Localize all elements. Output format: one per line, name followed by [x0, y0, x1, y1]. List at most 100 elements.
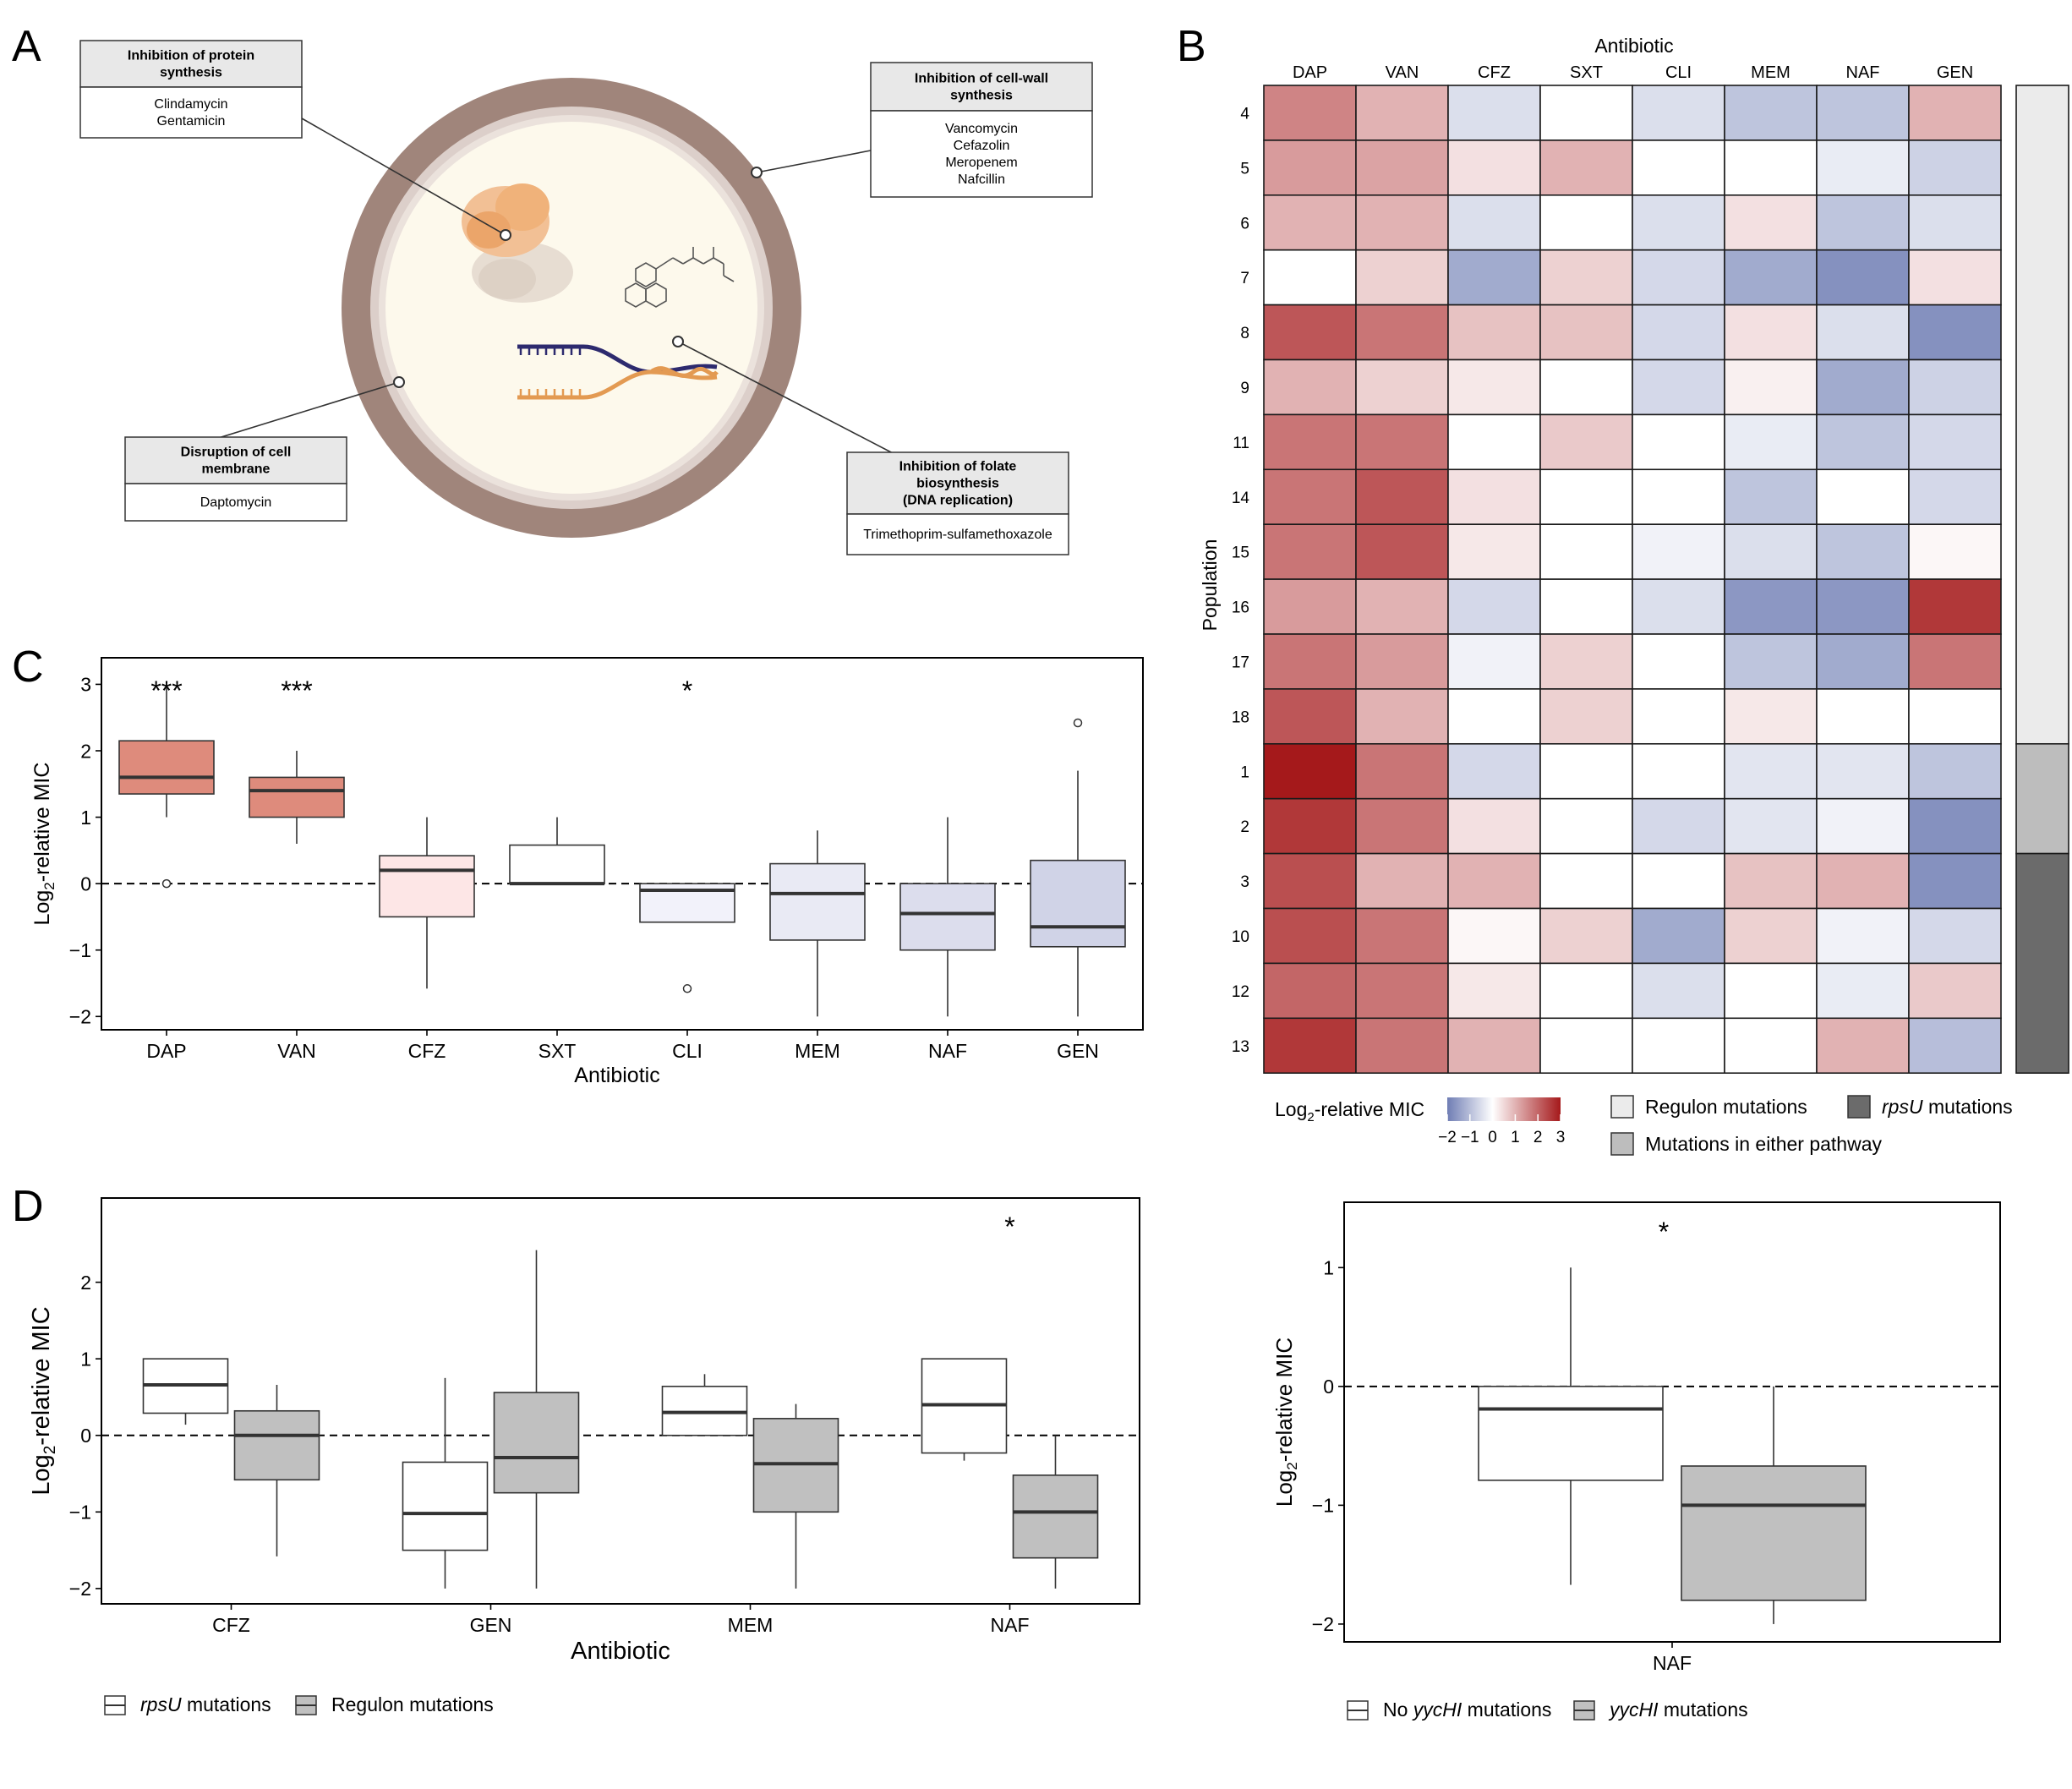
heatmap-cell	[1724, 852, 1818, 910]
heatmap-cell	[1355, 358, 1449, 416]
heatmap-cell	[1263, 742, 1357, 800]
legend-label-part: Regulon mutations	[1645, 1096, 1807, 1118]
heatmap-cell	[1355, 194, 1449, 251]
heatmap-cell	[1816, 578, 1910, 635]
y-axis-label-d-left: Log2-relative MIC	[28, 1306, 59, 1495]
heatmap-cell	[1355, 962, 1449, 1020]
y-tick-label: −2	[69, 1578, 91, 1600]
heatmap-column-label: NAF	[1846, 63, 1880, 82]
heatmap-cell	[1263, 194, 1357, 251]
box-iqr	[402, 1461, 489, 1551]
box	[118, 684, 215, 889]
x-tick-label: NAF	[928, 1040, 967, 1062]
heatmap-cell	[1539, 413, 1633, 471]
y-axis-label-c: Log2-relative MIC	[30, 763, 57, 926]
heatmap-cell	[1724, 1017, 1818, 1075]
panel-label-b: B	[1177, 22, 1206, 71]
heatmap-cell	[1539, 85, 1633, 141]
legend-label-part: yycHI	[1412, 1699, 1462, 1721]
heatmap-cell	[1263, 852, 1357, 910]
callout-title-line: Inhibition of cell-wall	[915, 72, 1048, 86]
heatmap-cell	[1539, 578, 1633, 635]
heatmap-cell	[1816, 358, 1910, 416]
x-tick-label: VAN	[277, 1040, 316, 1062]
heatmap-cell	[1908, 85, 2002, 141]
heatmap-cell	[1724, 797, 1818, 855]
significance-marker: *	[682, 676, 692, 706]
heatmap-cell	[1724, 468, 1818, 525]
heatmap-cell	[1263, 85, 1357, 141]
heatmap-row-label: 5	[1240, 160, 1249, 178]
callout-title-line: (DNA replication)	[903, 494, 1013, 508]
callout-title-line: Inhibition of protein	[128, 49, 254, 63]
heatmap-cell	[1447, 688, 1541, 745]
heatmap-cell	[1539, 358, 1633, 416]
boxes-d-left: *	[142, 1212, 1099, 1589]
heatmap-color-legend: Log2-relative MIC −2 −1 0 1 2 3	[1275, 1097, 1565, 1146]
heatmap-row-label: 9	[1240, 380, 1249, 397]
heatmap-cell	[1447, 140, 1541, 196]
row-group-bar-reg	[2015, 85, 2069, 745]
heatmap-cell	[1908, 523, 2002, 580]
colorbar-tick-label: 2	[1533, 1129, 1543, 1146]
heatmap-cell	[1908, 413, 2002, 471]
heatmap-row-label: 14	[1232, 490, 1250, 507]
heatmap-cell	[1263, 962, 1357, 1020]
callout-title-line: synthesis	[160, 66, 222, 80]
panel-b-heatmap: B Antibiotic Population DAP VAN CFZ SXT CLI M…	[1177, 22, 2069, 1156]
heatmap-cell	[1539, 633, 1633, 690]
colorbar-tick-label: −2	[1438, 1129, 1457, 1146]
heatmap-cell	[1632, 852, 1725, 910]
box-iqr	[1012, 1474, 1099, 1559]
outlier-point	[682, 984, 692, 993]
plot-frame-d-left	[101, 1197, 1140, 1605]
heatmap-cell	[1816, 742, 1910, 800]
y-tick-label: 0	[1323, 1376, 1334, 1398]
box-iqr	[899, 883, 996, 951]
box	[1012, 1435, 1099, 1589]
y-tick-label: −2	[1312, 1613, 1334, 1635]
heatmap-cell	[1724, 85, 1818, 141]
heatmap-cell	[1816, 633, 1910, 690]
box	[769, 830, 866, 1017]
heatmap-row-label: 4	[1240, 105, 1249, 123]
callout-title-line: biosynthesis	[916, 477, 999, 491]
heatmap-cell	[1447, 194, 1541, 251]
callout-drug: Trimethoprim-sulfamethoxazole	[863, 528, 1052, 542]
heatmap-cell	[1632, 907, 1725, 965]
heatmap-cell	[1816, 907, 1910, 965]
heatmap-cell	[1355, 523, 1449, 580]
heatmap-cell	[1355, 140, 1449, 196]
y-tick-label: −1	[69, 1502, 91, 1524]
box	[639, 883, 735, 993]
heatmap-cell	[1816, 413, 1910, 471]
heatmap-cell	[1632, 468, 1725, 525]
callout-drug: Cefazolin	[954, 139, 1010, 153]
heatmap-cell	[1355, 468, 1449, 525]
heatmap-cell	[1263, 140, 1357, 196]
callout-title-line: synthesis	[950, 89, 1013, 103]
box-iqr	[769, 862, 866, 941]
heatmap-cell	[1908, 907, 2002, 965]
callout-header	[870, 62, 1093, 112]
box	[899, 817, 996, 1017]
x-tick-label: NAF	[1653, 1652, 1692, 1674]
x-tick-label: DAP	[146, 1040, 186, 1062]
callout-drug: Daptomycin	[200, 495, 271, 510]
legend-label-part: Mutations in either pathway	[1645, 1133, 1882, 1155]
heatmap-column-label: GEN	[1937, 63, 1973, 82]
heatmap-row-label: 3	[1240, 873, 1249, 891]
heatmap-cell	[1355, 852, 1449, 910]
callout-drug: Gentamicin	[157, 114, 226, 129]
box	[249, 751, 345, 844]
legend-label-part: Regulon mutations	[331, 1693, 494, 1715]
box-iqr	[249, 776, 345, 818]
heatmap-row-label: 15	[1232, 544, 1249, 562]
x-tick-label: GEN	[470, 1614, 512, 1636]
box-iqr	[379, 855, 475, 918]
heatmap-cell	[1816, 797, 1910, 855]
heatmap-column-labels: DAP VAN CFZ SXT CLI MEM NAF GEN	[1293, 63, 1973, 82]
legend-label-part: rpsU	[1882, 1096, 1923, 1118]
heatmap-cell	[1539, 140, 1633, 196]
heatmap-cell	[1539, 249, 1633, 306]
